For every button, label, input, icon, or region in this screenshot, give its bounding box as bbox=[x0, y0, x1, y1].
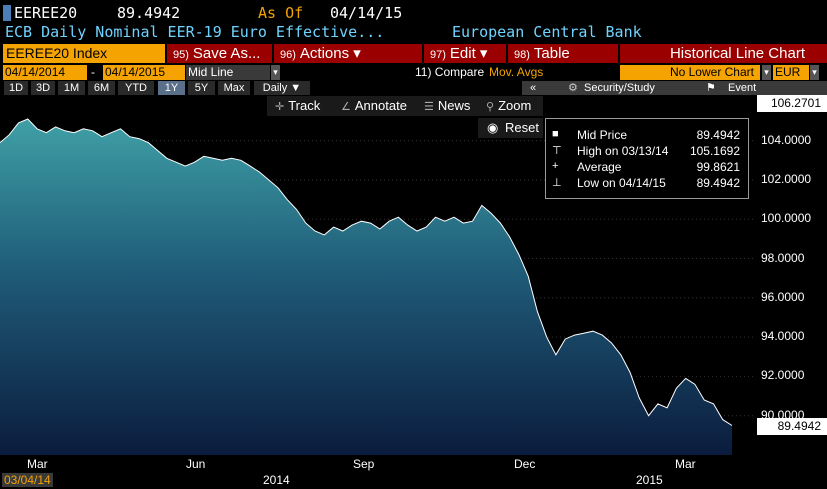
security-study-button[interactable]: Security/Study bbox=[584, 82, 655, 94]
news-icon: ☰ bbox=[424, 101, 434, 113]
y-axis: 106.2701 104.0000 102.0000 100.0000 98.0… bbox=[755, 95, 827, 455]
line-type-dropdown-icon[interactable]: ▾ bbox=[271, 65, 280, 80]
actions-menu[interactable]: 96) Actions ▾ bbox=[274, 44, 422, 63]
y-tick-label: 98.0000 bbox=[761, 250, 805, 265]
last-price-label: 89.4942 bbox=[757, 417, 827, 435]
menu-bar: EEREE20 Index 95) Save As... 96) Actions ▾… bbox=[0, 44, 827, 63]
period-5y[interactable]: 5Y bbox=[188, 81, 215, 95]
lower-chart-dropdown-icon[interactable]: ▾ bbox=[762, 65, 771, 80]
y-tick-label: 100.0000 bbox=[761, 211, 812, 226]
start-date-marker: 03/04/14 bbox=[2, 473, 53, 487]
pencil-icon: ∠ bbox=[341, 101, 351, 113]
reset-icon: ◉ bbox=[487, 120, 499, 135]
data-source: European Central Bank bbox=[452, 23, 642, 41]
title-bar: EEREE20 89.4942 As Of 04/14/15 bbox=[0, 0, 827, 24]
period-max[interactable]: Max bbox=[218, 81, 250, 95]
y-tick-label: 92.0000 bbox=[761, 368, 805, 383]
annotate-button[interactable]: ∠ Annotate bbox=[341, 98, 407, 113]
as-of-label: As Of bbox=[258, 4, 304, 22]
currency-dropdown-icon[interactable]: ▾ bbox=[810, 65, 819, 80]
event-button[interactable]: Event bbox=[728, 82, 757, 94]
average-marker-icon: + bbox=[552, 160, 559, 172]
legend-row-mid-price: ■ Mid Price 89.4942 bbox=[552, 128, 740, 142]
y-tick-label: 104.0000 bbox=[761, 132, 812, 147]
x-year-label: 2015 bbox=[636, 473, 663, 487]
ticker-symbol[interactable]: EEREE20 bbox=[14, 4, 78, 22]
x-tick-label: Mar bbox=[27, 457, 48, 471]
compare-label[interactable]: 11) Compare bbox=[415, 65, 485, 79]
as-of-date: 04/14/15 bbox=[330, 4, 403, 22]
y-tick-label: 96.0000 bbox=[761, 289, 805, 304]
settings-icon[interactable]: ⚙ bbox=[568, 82, 578, 94]
y-tick-label: 102.0000 bbox=[761, 171, 812, 186]
date-separator: - bbox=[91, 65, 95, 79]
price-chart[interactable] bbox=[0, 96, 755, 455]
low-marker-icon: ⊥ bbox=[552, 177, 562, 189]
chart-title: Historical Line Chart bbox=[620, 44, 827, 63]
chart-tools: ✛ Track ∠ Annotate ☰ News ⚲ Zoom bbox=[267, 96, 543, 116]
chart-legend[interactable]: ■ Mid Price 89.4942 ⊤ High on 03/13/14 1… bbox=[545, 118, 749, 199]
period-1y[interactable]: 1Y bbox=[158, 81, 185, 95]
save-as-button[interactable]: 95) Save As... bbox=[167, 44, 272, 63]
collapse-button[interactable]: « bbox=[530, 82, 537, 94]
period-1m[interactable]: 1M bbox=[58, 81, 85, 95]
y-axis-top-label: 106.2701 bbox=[757, 95, 827, 112]
security-description: ECB Daily Nominal EER-19 Euro Effective.… bbox=[5, 23, 385, 41]
x-tick-label: Dec bbox=[514, 457, 536, 471]
y-tick-label: 94.0000 bbox=[761, 329, 805, 344]
frequency-dropdown[interactable]: Daily ▼ bbox=[254, 81, 310, 95]
currency-field[interactable]: EUR bbox=[773, 65, 809, 80]
lower-chart-field[interactable]: No Lower Chart bbox=[620, 65, 760, 80]
period-3d[interactable]: 3D bbox=[31, 81, 55, 95]
ticker-marker bbox=[3, 5, 11, 21]
security-field[interactable]: EEREE20 Index bbox=[3, 44, 165, 63]
x-tick-label: Mar bbox=[675, 457, 696, 471]
legend-row-high: ⊤ High on 03/13/14 105.1692 bbox=[552, 144, 740, 158]
x-tick-label: Jun bbox=[186, 457, 206, 471]
description-bar: ECB Daily Nominal EER-19 Euro Effective.… bbox=[0, 23, 827, 43]
high-marker-icon: ⊤ bbox=[552, 145, 562, 157]
legend-row-average: + Average 99.8621 bbox=[552, 160, 740, 174]
price-line bbox=[0, 118, 733, 426]
track-button[interactable]: ✛ Track bbox=[275, 98, 321, 113]
table-button[interactable]: 98) Table bbox=[508, 44, 618, 63]
crosshair-icon: ✛ bbox=[275, 101, 285, 113]
period-6m[interactable]: 6M bbox=[88, 81, 115, 95]
series-swatch-icon: ■ bbox=[552, 128, 559, 140]
event-flag-icon[interactable]: ⚑ bbox=[706, 82, 716, 94]
x-axis: Mar Jun Sep Dec Mar 03/04/14 2014 2015 bbox=[0, 455, 827, 489]
edit-menu[interactable]: 97) Edit ▾ bbox=[424, 44, 506, 63]
price-area bbox=[0, 119, 732, 455]
period-ytd[interactable]: YTD bbox=[118, 81, 154, 95]
period-row: 1D 3D 1M 6M YTD 1Y 5Y Max Daily ▼ « ⚙ Se… bbox=[0, 81, 827, 96]
chart-toolbar-right: « ⚙ Security/Study ⚑ Event bbox=[522, 81, 827, 95]
last-price: 89.4942 bbox=[117, 4, 181, 22]
start-date-field[interactable]: 04/14/2014 bbox=[3, 65, 87, 80]
legend-row-low: ⊥ Low on 04/14/15 89.4942 bbox=[552, 176, 740, 190]
x-tick-label: Sep bbox=[353, 457, 375, 471]
settings-row: 04/14/2014 - 04/14/2015 Mid Line ▾ 11) C… bbox=[0, 64, 827, 81]
compare-value[interactable]: Mov. Avgs bbox=[489, 65, 544, 79]
reset-button[interactable]: ◉ Reset bbox=[478, 118, 543, 138]
zoom-button[interactable]: ⚲ Zoom bbox=[486, 98, 532, 113]
period-1d[interactable]: 1D bbox=[4, 81, 28, 95]
news-button[interactable]: ☰ News bbox=[424, 98, 471, 113]
line-type-field[interactable]: Mid Line bbox=[186, 65, 270, 80]
x-year-label: 2014 bbox=[263, 473, 290, 487]
magnifier-icon: ⚲ bbox=[486, 101, 495, 113]
end-date-field[interactable]: 04/14/2015 bbox=[103, 65, 185, 80]
